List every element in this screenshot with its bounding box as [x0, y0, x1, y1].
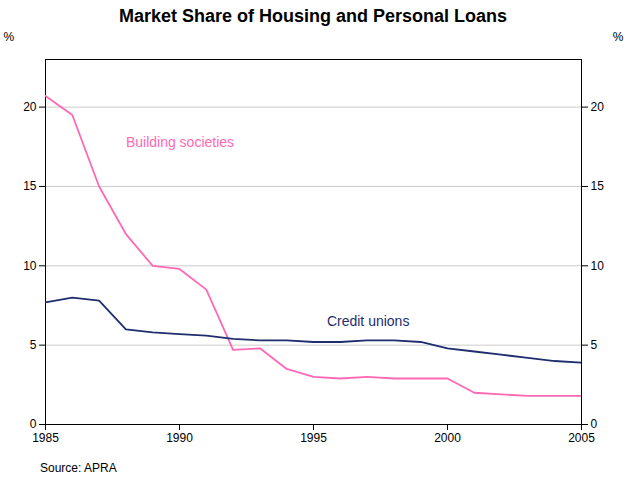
svg-text:0: 0: [591, 417, 598, 431]
html-text:Market Share of Housing and Pe: Market Share of Housing and Personal Loa…: [119, 6, 507, 26]
svg-text:10: 10: [23, 259, 37, 273]
svg-text:10: 10: [591, 259, 605, 273]
svg-text:20: 20: [23, 100, 37, 114]
svg-text:1985: 1985: [32, 431, 59, 445]
svg-text:Building societies: Building societies: [126, 134, 234, 150]
html-text:Source: APRA: Source: APRA: [40, 461, 117, 475]
svg-text:0: 0: [30, 417, 37, 431]
svg-text:%: %: [4, 30, 15, 44]
svg-text:15: 15: [591, 179, 605, 193]
svg-text:2005: 2005: [568, 431, 595, 445]
svg-text:5: 5: [30, 338, 37, 352]
svg-text:5: 5: [591, 338, 598, 352]
svg-text:2000: 2000: [434, 431, 461, 445]
svg-text:%: %: [613, 30, 624, 44]
svg-text:1995: 1995: [300, 431, 327, 445]
svg-text:15: 15: [23, 179, 37, 193]
svg-text:20: 20: [591, 100, 605, 114]
svg-text:Credit unions: Credit unions: [327, 313, 410, 329]
svg-text:1990: 1990: [166, 431, 193, 445]
